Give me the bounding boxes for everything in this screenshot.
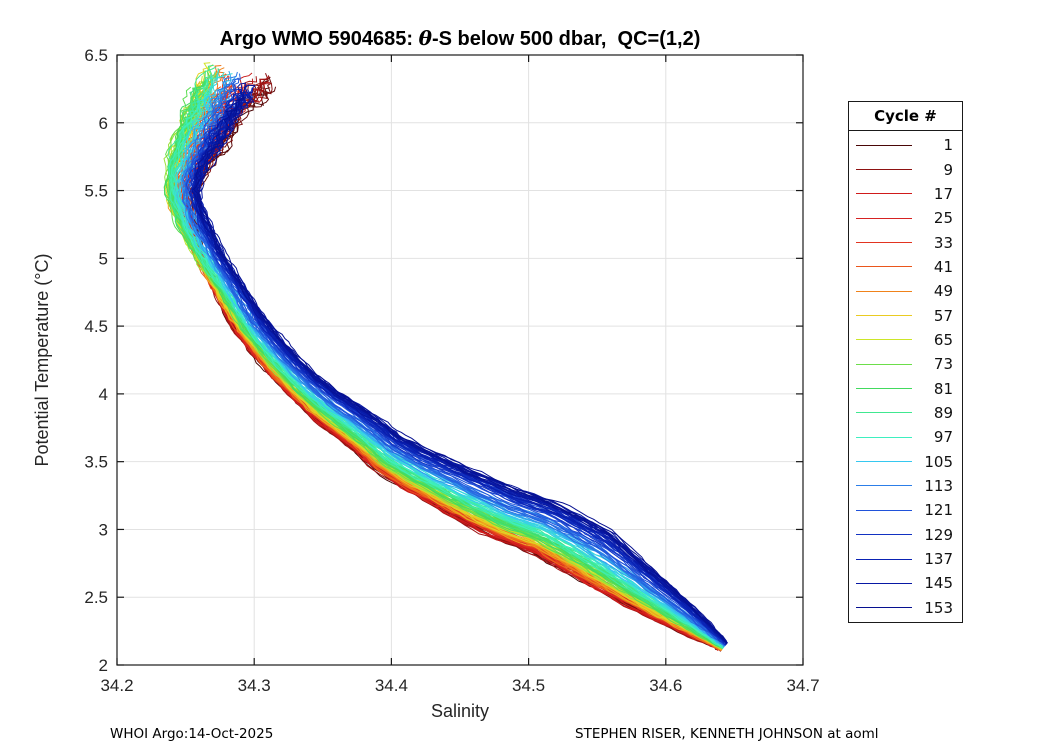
- legend-entry-label: 153: [924, 598, 953, 617]
- footer-credits: STEPHEN RISER, KENNETH JOHNSON at aoml: [575, 726, 879, 742]
- legend-color-line: [856, 388, 912, 390]
- legend-color-line: [856, 242, 912, 244]
- legend-color-line: [856, 290, 912, 292]
- y-tick-label: 3: [99, 520, 108, 539]
- legend-entry: 1: [849, 133, 962, 157]
- legend-entry-label: 97: [933, 428, 953, 447]
- axis-ticks: [116, 54, 804, 666]
- y-tick-label: 5.5: [84, 182, 108, 201]
- legend-color-line: [856, 266, 912, 268]
- legend-box: Cycle # 1 9 17 25 33 41 49 57 65 73 81 89 97 105 113 12…: [848, 101, 963, 623]
- y-tick-label: 6.5: [84, 46, 108, 65]
- legend-entry-label: 65: [933, 330, 953, 349]
- legend-entry-label: 129: [924, 525, 953, 544]
- legend-entry-label: 9: [943, 160, 953, 179]
- y-tick-label: 3.5: [84, 453, 108, 472]
- legend-entry-label: 25: [933, 209, 953, 228]
- legend-entry-label: 57: [933, 306, 953, 325]
- legend-color-line: [856, 534, 912, 536]
- legend-color-line: [856, 582, 912, 584]
- y-tick-label: 4.5: [84, 317, 108, 336]
- footer-source-date: WHOI Argo:14-Oct-2025: [110, 726, 274, 742]
- legend-entry: 65: [849, 328, 962, 352]
- legend-color-line: [856, 144, 912, 146]
- x-tick-label: 34.6: [649, 676, 682, 695]
- legend-entry: 137: [849, 547, 962, 571]
- y-tick-label: 2.5: [84, 588, 108, 607]
- title-prefix: Argo WMO 5904685:: [219, 28, 419, 50]
- profile-line-cycle-83: [167, 79, 724, 649]
- legend-entry-label: 73: [933, 355, 953, 374]
- legend-color-line: [856, 339, 912, 341]
- legend-entry: 129: [849, 523, 962, 547]
- plot-title: Argo WMO 5904685: θ-S below 500 dbar, QC…: [117, 26, 803, 51]
- x-tick-label: 34.7: [786, 676, 819, 695]
- legend-entry-label: 49: [933, 282, 953, 301]
- legend-entry: 17: [849, 182, 962, 206]
- legend-entry: 113: [849, 474, 962, 498]
- legend-entry-label: 33: [933, 233, 953, 252]
- legend-entry-label: 105: [924, 452, 953, 471]
- x-tick-label: 34.5: [512, 676, 545, 695]
- legend-color-line: [856, 558, 912, 560]
- legend-entry-label: 89: [933, 403, 953, 422]
- legend-entry: 25: [849, 206, 962, 230]
- x-tick-label: 34.2: [100, 676, 133, 695]
- legend-entries: 1 9 17 25 33 41 49 57 65 73 81 89 97 105 113 121 129 137 1…: [849, 131, 962, 622]
- profile-line-cycle-113: [182, 87, 725, 648]
- legend-entry: 49: [849, 279, 962, 303]
- legend-entry-label: 81: [933, 379, 953, 398]
- legend-entry: 121: [849, 498, 962, 522]
- legend-entry-label: 137: [924, 550, 953, 569]
- legend-entry: 105: [849, 449, 962, 473]
- legend-entry: 81: [849, 376, 962, 400]
- legend-title: Cycle #: [849, 102, 962, 131]
- title-suffix: -S below 500 dbar, QC=(1,2): [431, 28, 701, 50]
- y-axis-label: Potential Temperature (°C): [32, 253, 52, 467]
- legend-color-line: [856, 169, 912, 171]
- legend-entry: 145: [849, 571, 962, 595]
- legend-entry-label: 121: [924, 501, 953, 520]
- legend-entry: 9: [849, 157, 962, 181]
- legend-entry: 97: [849, 425, 962, 449]
- legend-color-line: [856, 607, 912, 609]
- legend-color-line: [856, 363, 912, 365]
- profile-line-cycle-151: [191, 84, 727, 645]
- axis-tick-labels: 34.2 34.3 34.4 34.5 34.6 34.7 2 2.5 3 3.5 4 4.5 5 5.5…: [84, 46, 819, 695]
- legend-entry: 33: [849, 230, 962, 254]
- legend-entry-label: 41: [933, 257, 953, 276]
- legend-color-line: [856, 193, 912, 195]
- legend-entry: 89: [849, 401, 962, 425]
- legend-entry: 41: [849, 255, 962, 279]
- legend-entry-label: 17: [933, 184, 953, 203]
- legend-color-line: [856, 412, 912, 414]
- legend-entry: 57: [849, 303, 962, 327]
- x-tick-label: 34.3: [238, 676, 271, 695]
- profile-line-cycle-153: [193, 96, 728, 644]
- x-axis-label: Salinity: [430, 701, 490, 721]
- profile-line-cycle-81: [163, 83, 718, 645]
- profile-lines: [163, 62, 728, 652]
- title-theta-symbol: θ: [418, 26, 432, 50]
- legend-entry-label: 113: [924, 476, 953, 495]
- legend-entry: 73: [849, 352, 962, 376]
- legend-color-line: [856, 315, 912, 317]
- legend-color-line: [856, 436, 912, 438]
- legend-color-line: [856, 485, 912, 487]
- legend-color-line: [856, 217, 912, 219]
- legend-entry: 153: [849, 596, 962, 620]
- legend-entry-label: 145: [924, 574, 953, 593]
- y-tick-label: 2: [99, 656, 108, 675]
- y-tick-label: 6: [99, 114, 108, 133]
- profile-line-cycle-121: [188, 94, 720, 641]
- plot-border: [116, 54, 804, 666]
- legend-color-line: [856, 461, 912, 463]
- legend-color-line: [856, 509, 912, 511]
- y-tick-label: 4: [99, 385, 108, 404]
- x-tick-label: 34.4: [375, 676, 408, 695]
- legend-entry-label: 1: [943, 136, 953, 155]
- y-tick-label: 5: [99, 249, 108, 268]
